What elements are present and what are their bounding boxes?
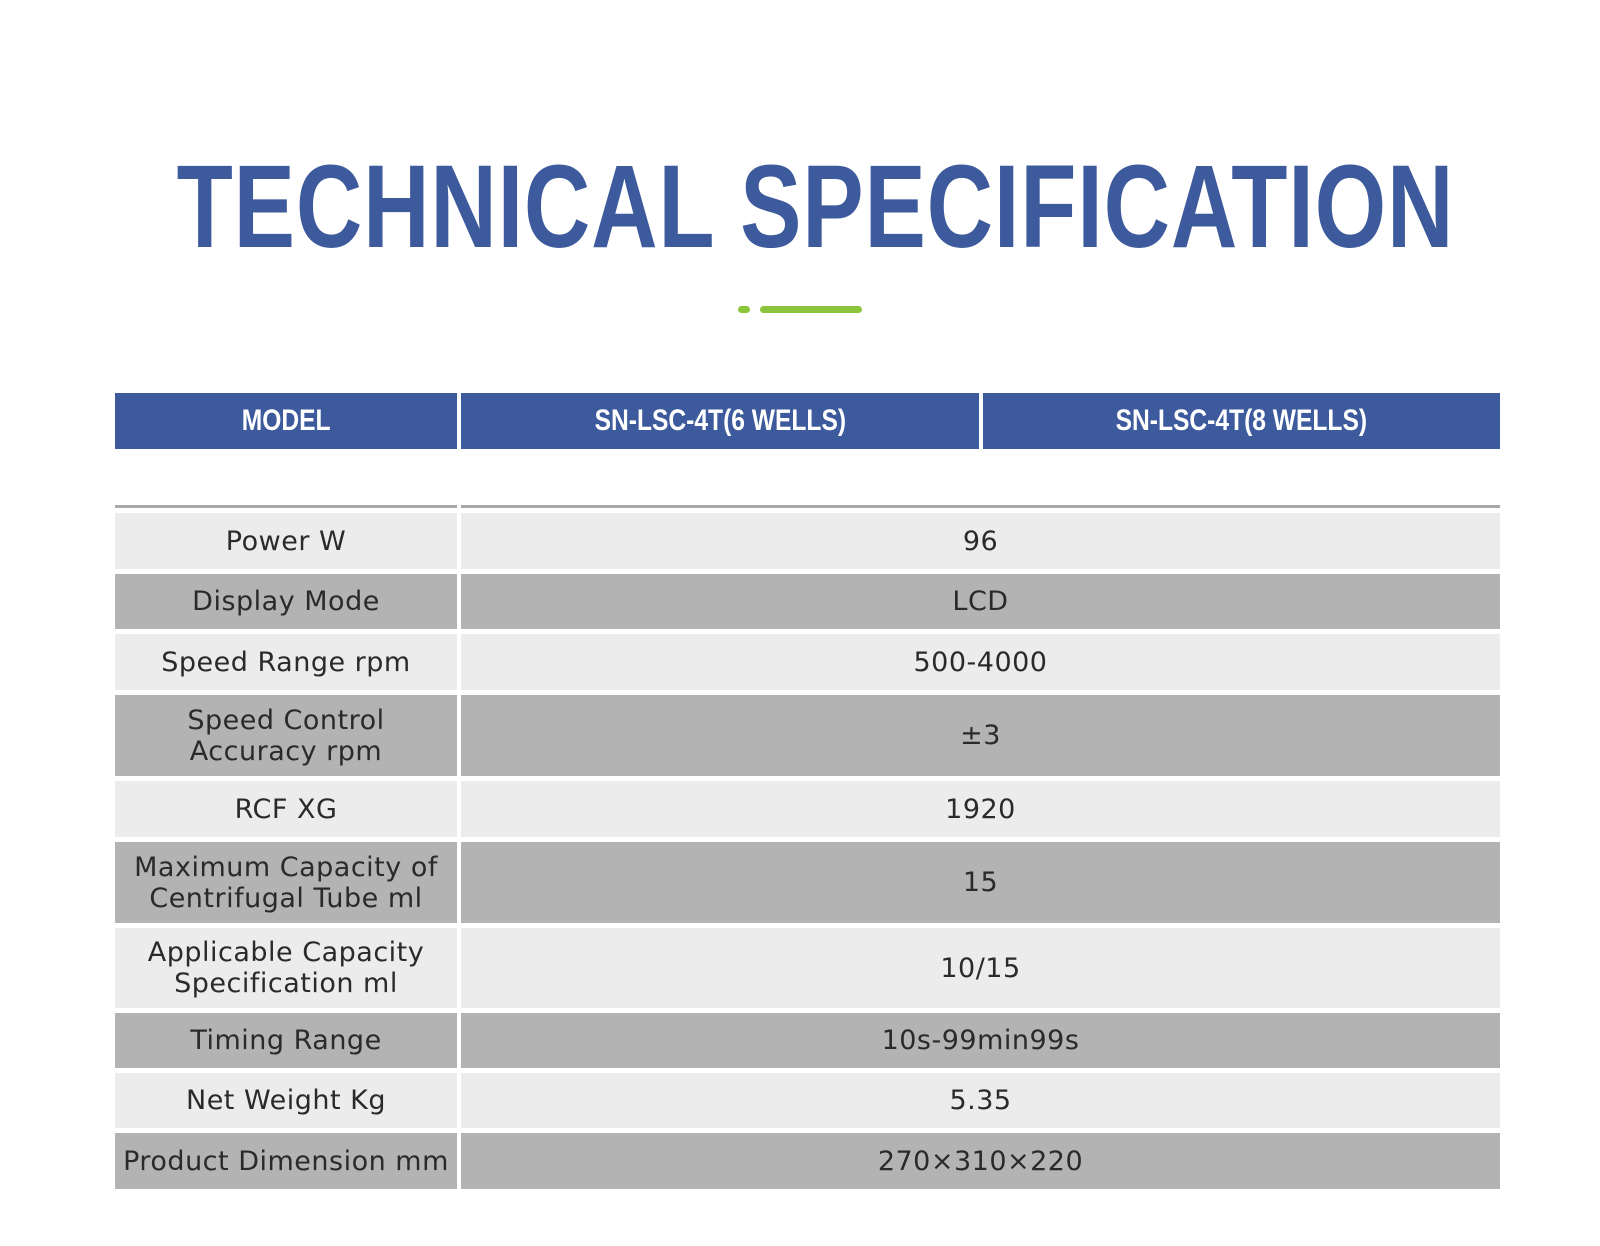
row-value-net-weight: 5.35 [461, 1073, 1500, 1128]
row-label-display-mode: Display Mode [115, 574, 457, 629]
row-label-timing-range: Timing Range [115, 1013, 457, 1068]
row-label-max-capacity: Maximum Capacity of Centrifugal Tube ml [115, 842, 457, 923]
row-label-rcf: RCF XG [115, 781, 457, 837]
header-model: MODEL [115, 393, 457, 449]
header-8-wells-label: SN-LSC-4T(8 WELLS) [1115, 404, 1368, 437]
header-model-label: MODEL [241, 404, 331, 437]
row-value-applicable-capacity: 10/15 [461, 928, 1500, 1008]
header-6-wells-label: SN-LSC-4T(6 WELLS) [594, 404, 846, 437]
row-value-max-capacity: 15 [461, 842, 1500, 923]
row-label-product-dimension: Product Dimension mm [115, 1133, 457, 1189]
table-divider-right [461, 505, 1500, 508]
row-value-timing-range: 10s-99min99s [461, 1013, 1500, 1068]
row-value-display-mode: LCD [461, 574, 1500, 629]
header-8-wells: SN-LSC-4T(8 WELLS) [983, 393, 1500, 449]
page-title: TECHNICAL SPECIFICATION [176, 141, 1455, 273]
table-divider-left [115, 505, 457, 508]
row-value-speed-accuracy: ±3 [461, 695, 1500, 776]
accent-bar [760, 306, 862, 313]
row-value-product-dimension: 270×310×220 [461, 1133, 1500, 1189]
row-label-speed-range: Speed Range rpm [115, 634, 457, 690]
row-label-net-weight: Net Weight Kg [115, 1073, 457, 1128]
row-value-rcf: 1920 [461, 781, 1500, 837]
row-value-power: 96 [461, 513, 1500, 569]
row-value-speed-range: 500-4000 [461, 634, 1500, 690]
header-6-wells: SN-LSC-4T(6 WELLS) [461, 393, 979, 449]
row-label-applicable-capacity: Applicable Capacity Specification ml [115, 928, 457, 1008]
row-label-power: Power W [115, 513, 457, 569]
accent-dot [738, 306, 750, 313]
row-label-speed-accuracy: Speed Control Accuracy rpm [115, 695, 457, 776]
